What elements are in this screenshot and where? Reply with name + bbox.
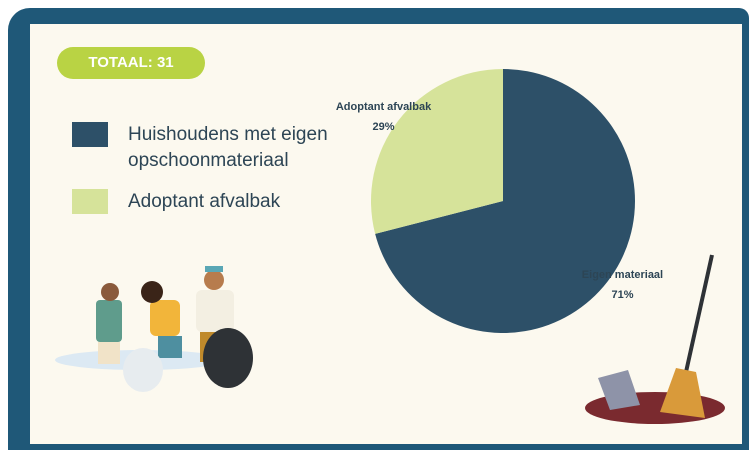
broom-dustpan [585,254,725,424]
total-badge: TOTAAL: 31 [57,47,205,79]
cleaning-people [55,266,253,392]
legend-swatch [72,189,108,214]
slice-label: Adoptant afvalbak [336,101,432,113]
legend-item: Huishoudens met eigen opschoonmateriaal [72,122,368,174]
slice-value-label: 71% [611,289,633,301]
pie-slice [375,69,636,333]
legend-label: Adoptant afvalbak [128,191,281,212]
legend-item: Adoptant afvalbak [72,189,368,215]
pie-slice [371,69,503,234]
slice-value-label: 29% [373,121,395,133]
legend-swatch [72,122,108,147]
slice-label: Eigen materiaal [582,269,663,281]
legend-label: Huishoudens met eigen opschoonmateriaal [128,124,328,171]
